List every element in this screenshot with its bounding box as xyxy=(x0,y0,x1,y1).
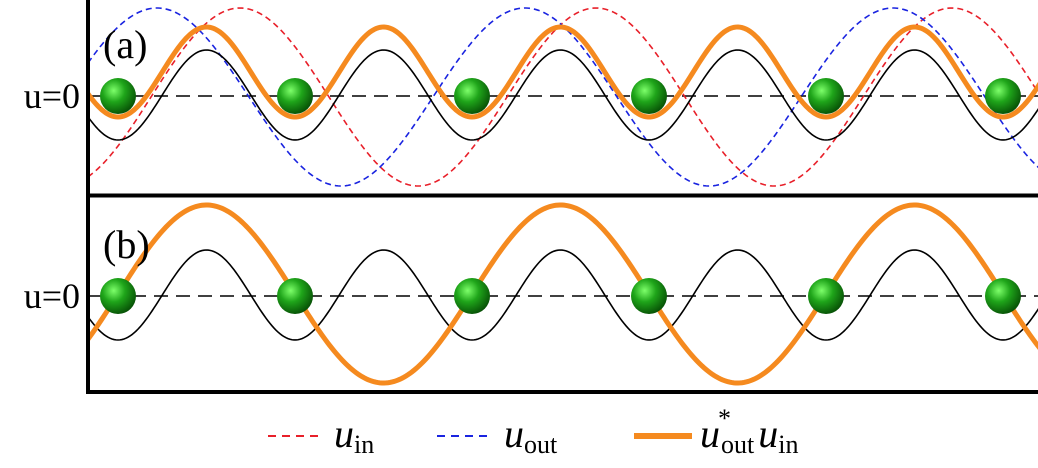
particle xyxy=(985,78,1021,114)
particle xyxy=(985,278,1021,314)
legend-text: u xyxy=(700,411,720,456)
particle xyxy=(808,78,844,114)
potential-curve xyxy=(88,250,1038,340)
legend-text: u xyxy=(758,411,778,456)
particle xyxy=(454,78,490,114)
particle xyxy=(631,78,667,114)
particle xyxy=(808,278,844,314)
panel-label: (a) xyxy=(103,22,147,67)
figure: (a) (b) u=0 u=0 uin uout u*outuin xyxy=(0,0,1038,463)
zero-label: u=0 xyxy=(24,76,80,116)
legend-text: u xyxy=(504,411,524,456)
orange-curve xyxy=(88,205,1038,383)
legend-text: u xyxy=(334,411,354,456)
legend-text: out xyxy=(721,430,755,459)
panel-label: (b) xyxy=(103,222,150,267)
particle xyxy=(454,278,490,314)
orange-curve xyxy=(88,27,1038,117)
particle xyxy=(277,78,313,114)
particle xyxy=(100,78,136,114)
zero-label: u=0 xyxy=(24,276,80,316)
panel-b xyxy=(88,205,1038,383)
potential-curve xyxy=(88,50,1038,140)
legend-text: in xyxy=(354,430,374,459)
panel-a xyxy=(88,8,1038,186)
legend-entry: uout xyxy=(504,411,558,459)
particle xyxy=(277,278,313,314)
legend-entry: uin xyxy=(334,411,374,459)
particle xyxy=(100,278,136,314)
legend-text: out xyxy=(524,430,558,459)
legend-text: in xyxy=(778,430,798,459)
legend-text: * xyxy=(718,404,731,433)
particle xyxy=(631,278,667,314)
